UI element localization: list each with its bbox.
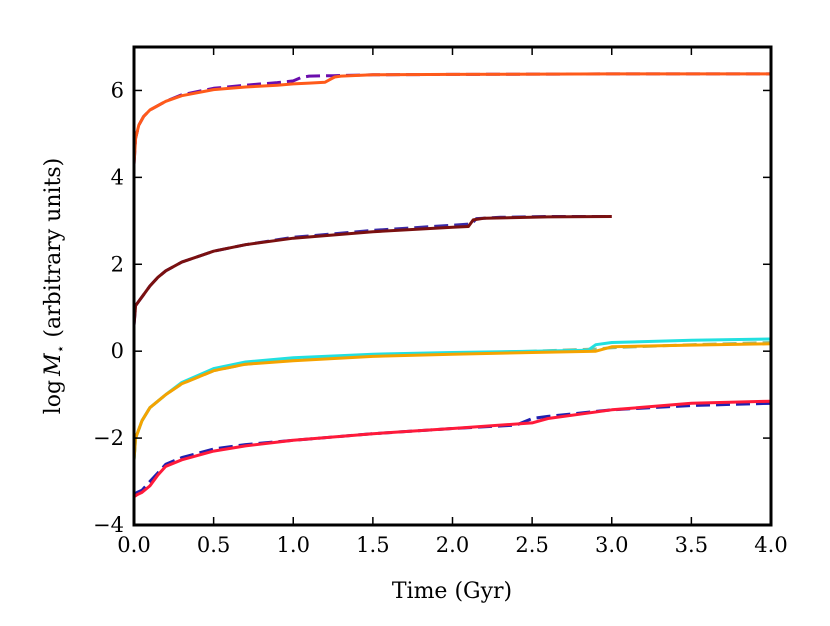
x-tick-label: 1.5: [356, 533, 389, 557]
x-tick-label: 3.5: [675, 533, 708, 557]
y-tick-label: 2: [111, 252, 124, 276]
y-axis-label-units: (arbitrary units): [41, 158, 66, 345]
x-tick-label: 4.0: [754, 533, 787, 557]
series-line-top-solid: [134, 72, 771, 165]
y-axis-label-symbol: M: [41, 353, 66, 377]
y-tick-label: −2: [93, 426, 124, 450]
x-tick-label: 3.0: [595, 533, 628, 557]
y-axis-label-subscript: ⋆: [53, 345, 69, 354]
series-line-second-solid: [134, 215, 612, 326]
x-tick-label: 2.0: [436, 533, 469, 557]
series-line-bottom-solid: [134, 399, 771, 499]
y-tick-label: −4: [93, 513, 124, 537]
x-tick-label: 0.0: [117, 533, 150, 557]
series-layer: [134, 72, 771, 499]
y-tick-label: 6: [111, 78, 124, 102]
x-tick-label: 0.5: [197, 533, 230, 557]
series-line-third-dashed: [134, 341, 771, 460]
x-tick-label: 2.5: [515, 533, 548, 557]
y-axis-label: log M⋆ (arbitrary units): [41, 158, 69, 415]
y-axis-label-log: log: [41, 380, 66, 414]
y-tick-label: 4: [111, 165, 124, 189]
x-tick-label: 1.0: [277, 533, 310, 557]
x-axis-label: Time (Gyr): [392, 579, 512, 604]
series-line-third-solid-orange: [134, 342, 771, 460]
series-line-third-solid-cyan: [134, 337, 771, 460]
y-tick-label: 0: [111, 339, 124, 363]
ticks-layer: 0.0 0.5 1.0 1.5 2.0 2.5 3.0 3.5 4.0 −4 −2 0 2 4 6: [93, 47, 788, 557]
plot-frame: [132, 45, 773, 527]
